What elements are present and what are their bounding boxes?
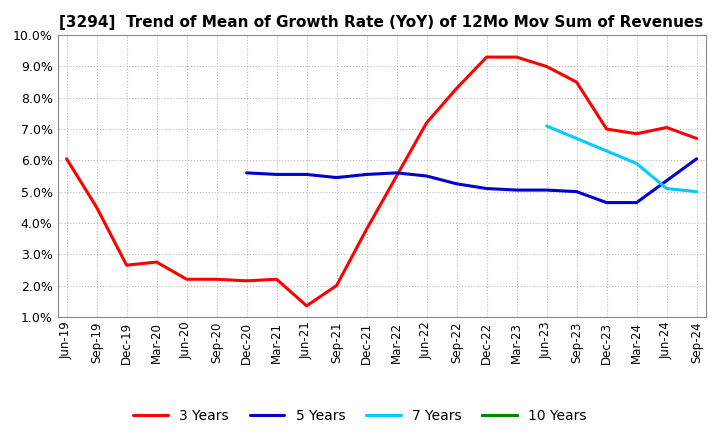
3 Years: [272, 277, 281, 282]
3 Years: [122, 263, 131, 268]
3 Years: [482, 55, 491, 60]
5 Years: [302, 172, 311, 177]
3 Years: [602, 126, 611, 132]
3 Years: [392, 173, 401, 179]
Line: 7 Years: 7 Years: [546, 126, 697, 192]
Legend: 3 Years, 5 Years, 7 Years, 10 Years: 3 Years, 5 Years, 7 Years, 10 Years: [128, 403, 592, 429]
Title: [3294]  Trend of Mean of Growth Rate (YoY) of 12Mo Mov Sum of Revenues: [3294] Trend of Mean of Growth Rate (YoY…: [60, 15, 703, 30]
7 Years: [542, 123, 551, 128]
5 Years: [452, 181, 461, 187]
3 Years: [242, 278, 251, 283]
3 Years: [182, 277, 191, 282]
7 Years: [693, 189, 701, 194]
Line: 3 Years: 3 Years: [66, 57, 697, 306]
7 Years: [602, 148, 611, 154]
5 Years: [272, 172, 281, 177]
3 Years: [513, 55, 521, 60]
5 Years: [572, 189, 581, 194]
3 Years: [662, 125, 671, 130]
5 Years: [362, 172, 371, 177]
5 Years: [662, 178, 671, 183]
5 Years: [542, 187, 551, 193]
3 Years: [153, 260, 161, 265]
5 Years: [392, 170, 401, 176]
3 Years: [333, 283, 341, 288]
7 Years: [662, 186, 671, 191]
5 Years: [602, 200, 611, 205]
5 Years: [242, 170, 251, 176]
3 Years: [693, 136, 701, 141]
7 Years: [632, 161, 641, 166]
3 Years: [452, 86, 461, 91]
3 Years: [362, 227, 371, 232]
3 Years: [572, 80, 581, 85]
5 Years: [422, 173, 431, 179]
3 Years: [92, 205, 101, 210]
3 Years: [632, 131, 641, 136]
3 Years: [422, 120, 431, 125]
3 Years: [542, 64, 551, 69]
Line: 5 Years: 5 Years: [246, 159, 697, 202]
5 Years: [482, 186, 491, 191]
3 Years: [212, 277, 221, 282]
5 Years: [632, 200, 641, 205]
3 Years: [62, 156, 71, 161]
5 Years: [333, 175, 341, 180]
5 Years: [513, 187, 521, 193]
5 Years: [693, 156, 701, 161]
7 Years: [572, 136, 581, 141]
3 Years: [302, 303, 311, 308]
